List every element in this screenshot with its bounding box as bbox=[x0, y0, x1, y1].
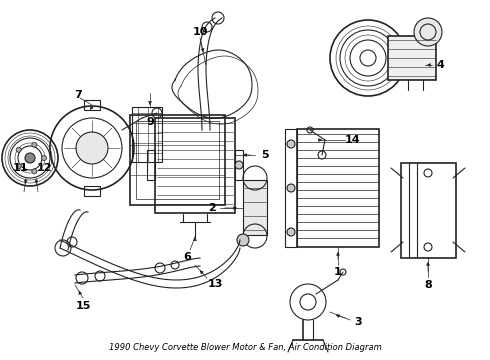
Text: 15: 15 bbox=[75, 301, 91, 311]
Circle shape bbox=[76, 132, 108, 164]
Text: 2: 2 bbox=[208, 203, 216, 213]
Bar bbox=[155, 118, 235, 213]
Bar bbox=[243, 180, 267, 235]
Circle shape bbox=[235, 161, 243, 169]
Text: 14: 14 bbox=[345, 135, 361, 145]
Bar bbox=[297, 129, 379, 247]
Text: 12: 12 bbox=[36, 163, 52, 173]
Bar bbox=[235, 150, 243, 180]
Text: 6: 6 bbox=[183, 252, 191, 262]
Bar bbox=[84, 100, 100, 110]
Text: 11: 11 bbox=[12, 163, 28, 173]
Text: 7: 7 bbox=[74, 90, 82, 100]
Text: 1990 Chevy Corvette Blower Motor & Fan, Air Condition Diagram: 1990 Chevy Corvette Blower Motor & Fan, … bbox=[109, 343, 381, 352]
Circle shape bbox=[237, 234, 249, 246]
Bar bbox=[285, 129, 297, 247]
Circle shape bbox=[16, 147, 21, 152]
Bar bbox=[84, 186, 100, 196]
Bar bbox=[130, 115, 225, 205]
Text: 4: 4 bbox=[436, 60, 444, 70]
Circle shape bbox=[414, 18, 442, 46]
Circle shape bbox=[287, 184, 295, 192]
Circle shape bbox=[287, 228, 295, 236]
Bar bbox=[147, 150, 155, 180]
Circle shape bbox=[32, 142, 37, 147]
Text: 5: 5 bbox=[261, 150, 269, 160]
Bar bbox=[136, 121, 219, 199]
Bar bbox=[401, 163, 456, 258]
Text: 8: 8 bbox=[424, 280, 432, 290]
Text: 1: 1 bbox=[334, 267, 342, 277]
Text: 10: 10 bbox=[192, 27, 208, 37]
Text: 9: 9 bbox=[146, 117, 154, 127]
Circle shape bbox=[287, 140, 295, 148]
Bar bbox=[388, 36, 436, 80]
Text: 13: 13 bbox=[207, 279, 222, 289]
Circle shape bbox=[42, 156, 47, 161]
Circle shape bbox=[25, 153, 35, 163]
Bar bbox=[132, 107, 162, 162]
Circle shape bbox=[16, 164, 21, 169]
Text: 3: 3 bbox=[354, 317, 362, 327]
Circle shape bbox=[32, 169, 37, 174]
